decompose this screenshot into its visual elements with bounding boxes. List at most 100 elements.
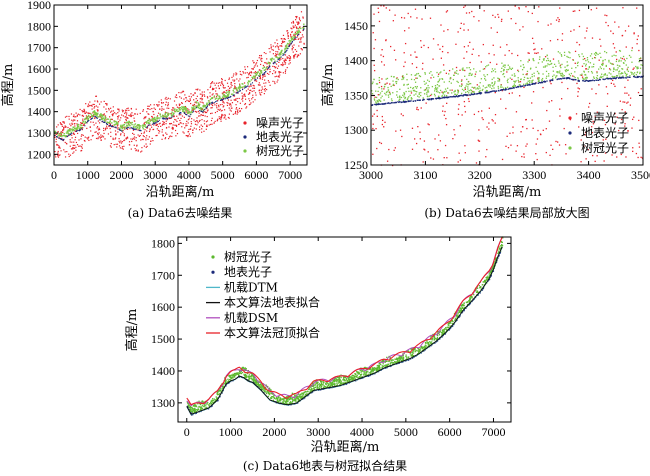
panel-c-canopy-photon xyxy=(369,371,372,374)
panel-a-canopy-photon xyxy=(72,126,74,129)
panel-b-canopy-photon xyxy=(492,70,495,72)
panel-a-noise-photon xyxy=(100,101,102,103)
panel-c-canopy-photon xyxy=(491,267,493,270)
panel-a-noise-photon xyxy=(111,124,114,127)
panel-a-noise-photon xyxy=(202,114,204,116)
panel-b-noise-photon xyxy=(506,44,508,46)
panel-b-ground-photon xyxy=(531,83,533,85)
panel-a-noise-photon xyxy=(186,120,188,122)
panel-b-noise-photon xyxy=(437,149,439,151)
panel-a-noise-photon xyxy=(300,41,302,43)
panel-b-noise-photon xyxy=(477,110,480,113)
panel-b-canopy-photon xyxy=(427,89,429,91)
panel-b-noise-photon xyxy=(372,153,374,155)
panel-b-canopy-photon xyxy=(492,85,494,87)
panel-b-noise-photon xyxy=(500,20,503,22)
panel-b-noise-photon xyxy=(558,18,560,21)
panel-b-canopy-photon xyxy=(452,78,455,81)
panel-a-noise-photon xyxy=(84,112,87,114)
panel-b-noise-photon xyxy=(624,123,626,125)
panel-b-noise-photon xyxy=(506,135,508,137)
panel-b-noise-photon xyxy=(468,12,471,14)
panel-b-canopy-photon xyxy=(557,51,559,53)
panel-b-noise-photon xyxy=(534,48,536,50)
panel-a-noise-photon xyxy=(292,21,294,23)
panel-a-noise-photon xyxy=(264,85,266,87)
panel-a-noise-photon xyxy=(62,139,65,142)
panel-b-ground-photon xyxy=(546,80,548,82)
panel-b-noise-photon xyxy=(443,114,445,116)
panel-a-noise-photon xyxy=(158,132,160,134)
panel-a-noise-photon xyxy=(76,129,78,131)
panel-a-canopy-photon xyxy=(255,74,257,77)
panel-a-canopy-photon xyxy=(64,136,67,138)
panel-b-noise-photon xyxy=(486,126,488,128)
panel-c-canopy-photon xyxy=(419,350,421,353)
panel-a-canopy-photon xyxy=(61,135,64,137)
panel-b-ground-photon xyxy=(616,76,618,78)
panel-a-ground-photon xyxy=(209,103,211,105)
panel-a-noise-photon xyxy=(230,83,232,85)
panel-a-noise-photon xyxy=(176,120,178,123)
panel-b-canopy-photon xyxy=(419,75,422,78)
panel-b-noise-photon xyxy=(439,140,442,142)
panel-b-noise-photon xyxy=(508,92,510,95)
panel-b-ground-photon xyxy=(573,78,575,81)
panel-c-canopy-photon xyxy=(448,322,451,324)
panel-b-canopy-photon xyxy=(523,76,526,79)
panel-a-ground-photon xyxy=(202,110,205,112)
panel-a-noise-photon xyxy=(297,54,299,56)
panel-a-noise-photon xyxy=(296,21,298,23)
panel-b-noise-photon xyxy=(548,120,551,122)
panel-c-canopy-photon xyxy=(363,373,365,375)
panel-a-canopy-photon xyxy=(273,58,275,60)
panel-a-noise-photon xyxy=(192,94,194,96)
panel-b-canopy-photon xyxy=(567,64,569,66)
panel-b-y-tick-label: 1350 xyxy=(344,88,368,102)
panel-a-noise-photon xyxy=(57,153,59,155)
panel-a-canopy-photon xyxy=(238,88,241,90)
panel-c-canopy-photon xyxy=(267,393,270,395)
panel-b-canopy-photon xyxy=(472,91,474,93)
panel-a-canopy-photon xyxy=(144,125,146,127)
panel-a-noise-photon xyxy=(181,126,183,128)
panel-a-ground-photon xyxy=(213,102,215,104)
panel-b-canopy-photon xyxy=(466,67,468,69)
panel-c-canopy-photon xyxy=(237,373,239,375)
panel-b-canopy-photon xyxy=(377,101,379,103)
panel-c-canopy-photon xyxy=(227,378,229,380)
panel-a-noise-photon xyxy=(211,88,214,91)
panel-b-noise-photon xyxy=(471,53,473,55)
panel-b-ground-photon xyxy=(516,86,518,89)
panel-b-canopy-photon xyxy=(502,73,504,76)
panel-a-noise-photon xyxy=(239,110,241,112)
panel-a-noise-photon xyxy=(168,136,171,138)
panel-a-noise-photon xyxy=(203,91,205,93)
panel-b-canopy-photon xyxy=(387,89,390,91)
panel-b-canopy-photon xyxy=(513,83,516,85)
panel-b-canopy-photon xyxy=(457,81,459,84)
panel-a-noise-photon xyxy=(106,127,108,129)
panel-c-canopy-photon xyxy=(405,355,407,358)
panel-b-canopy-photon xyxy=(630,71,632,73)
panel-c-canopy-photon xyxy=(498,251,500,253)
panel-c-canopy-photon xyxy=(187,404,190,407)
panel-a-noise-photon xyxy=(185,134,187,137)
panel-b-noise-photon xyxy=(559,7,561,9)
panel-b-noise-photon xyxy=(403,52,405,54)
panel-a-noise-photon xyxy=(65,126,67,128)
panel-a-noise-photon xyxy=(93,124,95,126)
panel-b-noise-photon xyxy=(608,68,611,70)
panel-a-noise-photon xyxy=(73,147,76,150)
panel-b-ground-photon xyxy=(538,81,540,84)
panel-b-noise-photon xyxy=(572,10,574,13)
panel-b-canopy-photon xyxy=(593,77,595,79)
panel-a-noise-photon xyxy=(221,81,223,83)
panel-b-noise-photon xyxy=(545,128,547,130)
panel-b-ground-photon xyxy=(422,99,424,101)
panel-c-canopy-photon xyxy=(240,372,243,375)
panel-b-ground-photon xyxy=(562,77,564,79)
panel-a-noise-photon xyxy=(224,115,226,117)
panel-a-ground-photon xyxy=(268,66,270,68)
panel-a-noise-photon xyxy=(300,11,303,13)
